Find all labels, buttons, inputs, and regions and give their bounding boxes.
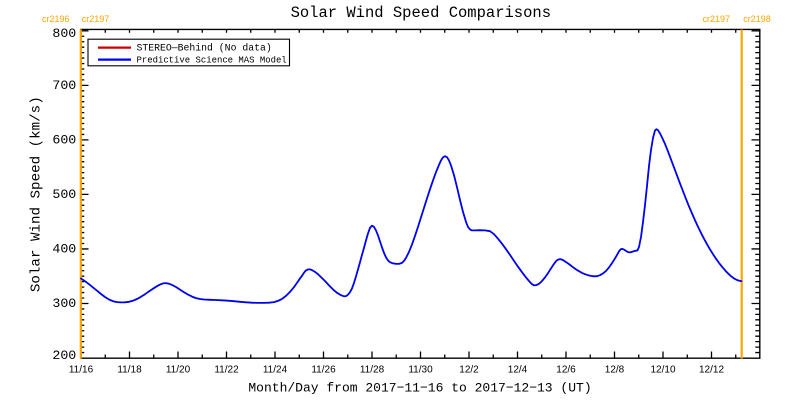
svg-text:11/24: 11/24	[263, 364, 288, 375]
svg-text:12/4: 12/4	[508, 364, 528, 375]
svg-text:11/28: 11/28	[360, 364, 385, 375]
svg-text:12/2: 12/2	[459, 364, 479, 375]
svg-text:11/22: 11/22	[214, 364, 239, 375]
svg-text:cr2197: cr2197	[82, 14, 110, 24]
svg-text:12/8: 12/8	[605, 364, 625, 375]
svg-text:12/10: 12/10	[650, 364, 675, 375]
svg-text:STEREO—Behind (No data): STEREO—Behind (No data)	[137, 43, 272, 54]
svg-text:800: 800	[52, 26, 76, 41]
svg-text:400: 400	[52, 242, 76, 257]
svg-text:200: 200	[52, 348, 76, 363]
svg-text:cr2196: cr2196	[42, 14, 70, 24]
svg-text:Solar Wind Speed (km/s): Solar Wind Speed (km/s)	[28, 96, 44, 292]
svg-text:12/12: 12/12	[699, 364, 724, 375]
svg-text:cr2198: cr2198	[743, 14, 771, 24]
svg-text:12/6: 12/6	[556, 364, 576, 375]
svg-text:11/20: 11/20	[166, 364, 191, 375]
svg-text:600: 600	[52, 133, 76, 148]
svg-text:Month/Day from 2017−11−16 to 2: Month/Day from 2017−11−16 to 2017−12−13 …	[248, 380, 591, 395]
svg-text:11/30: 11/30	[408, 364, 433, 375]
svg-text:700: 700	[52, 78, 76, 93]
svg-text:11/26: 11/26	[311, 364, 336, 375]
svg-text:cr2197: cr2197	[702, 14, 730, 24]
svg-text:11/18: 11/18	[117, 364, 142, 375]
svg-text:300: 300	[52, 296, 76, 311]
svg-text:500: 500	[52, 187, 76, 202]
svg-text:Solar Wind Speed Comparisons: Solar Wind Speed Comparisons	[291, 4, 551, 22]
svg-text:Predictive Science MAS Model: Predictive Science MAS Model	[137, 56, 287, 66]
svg-text:11/16: 11/16	[69, 364, 94, 375]
